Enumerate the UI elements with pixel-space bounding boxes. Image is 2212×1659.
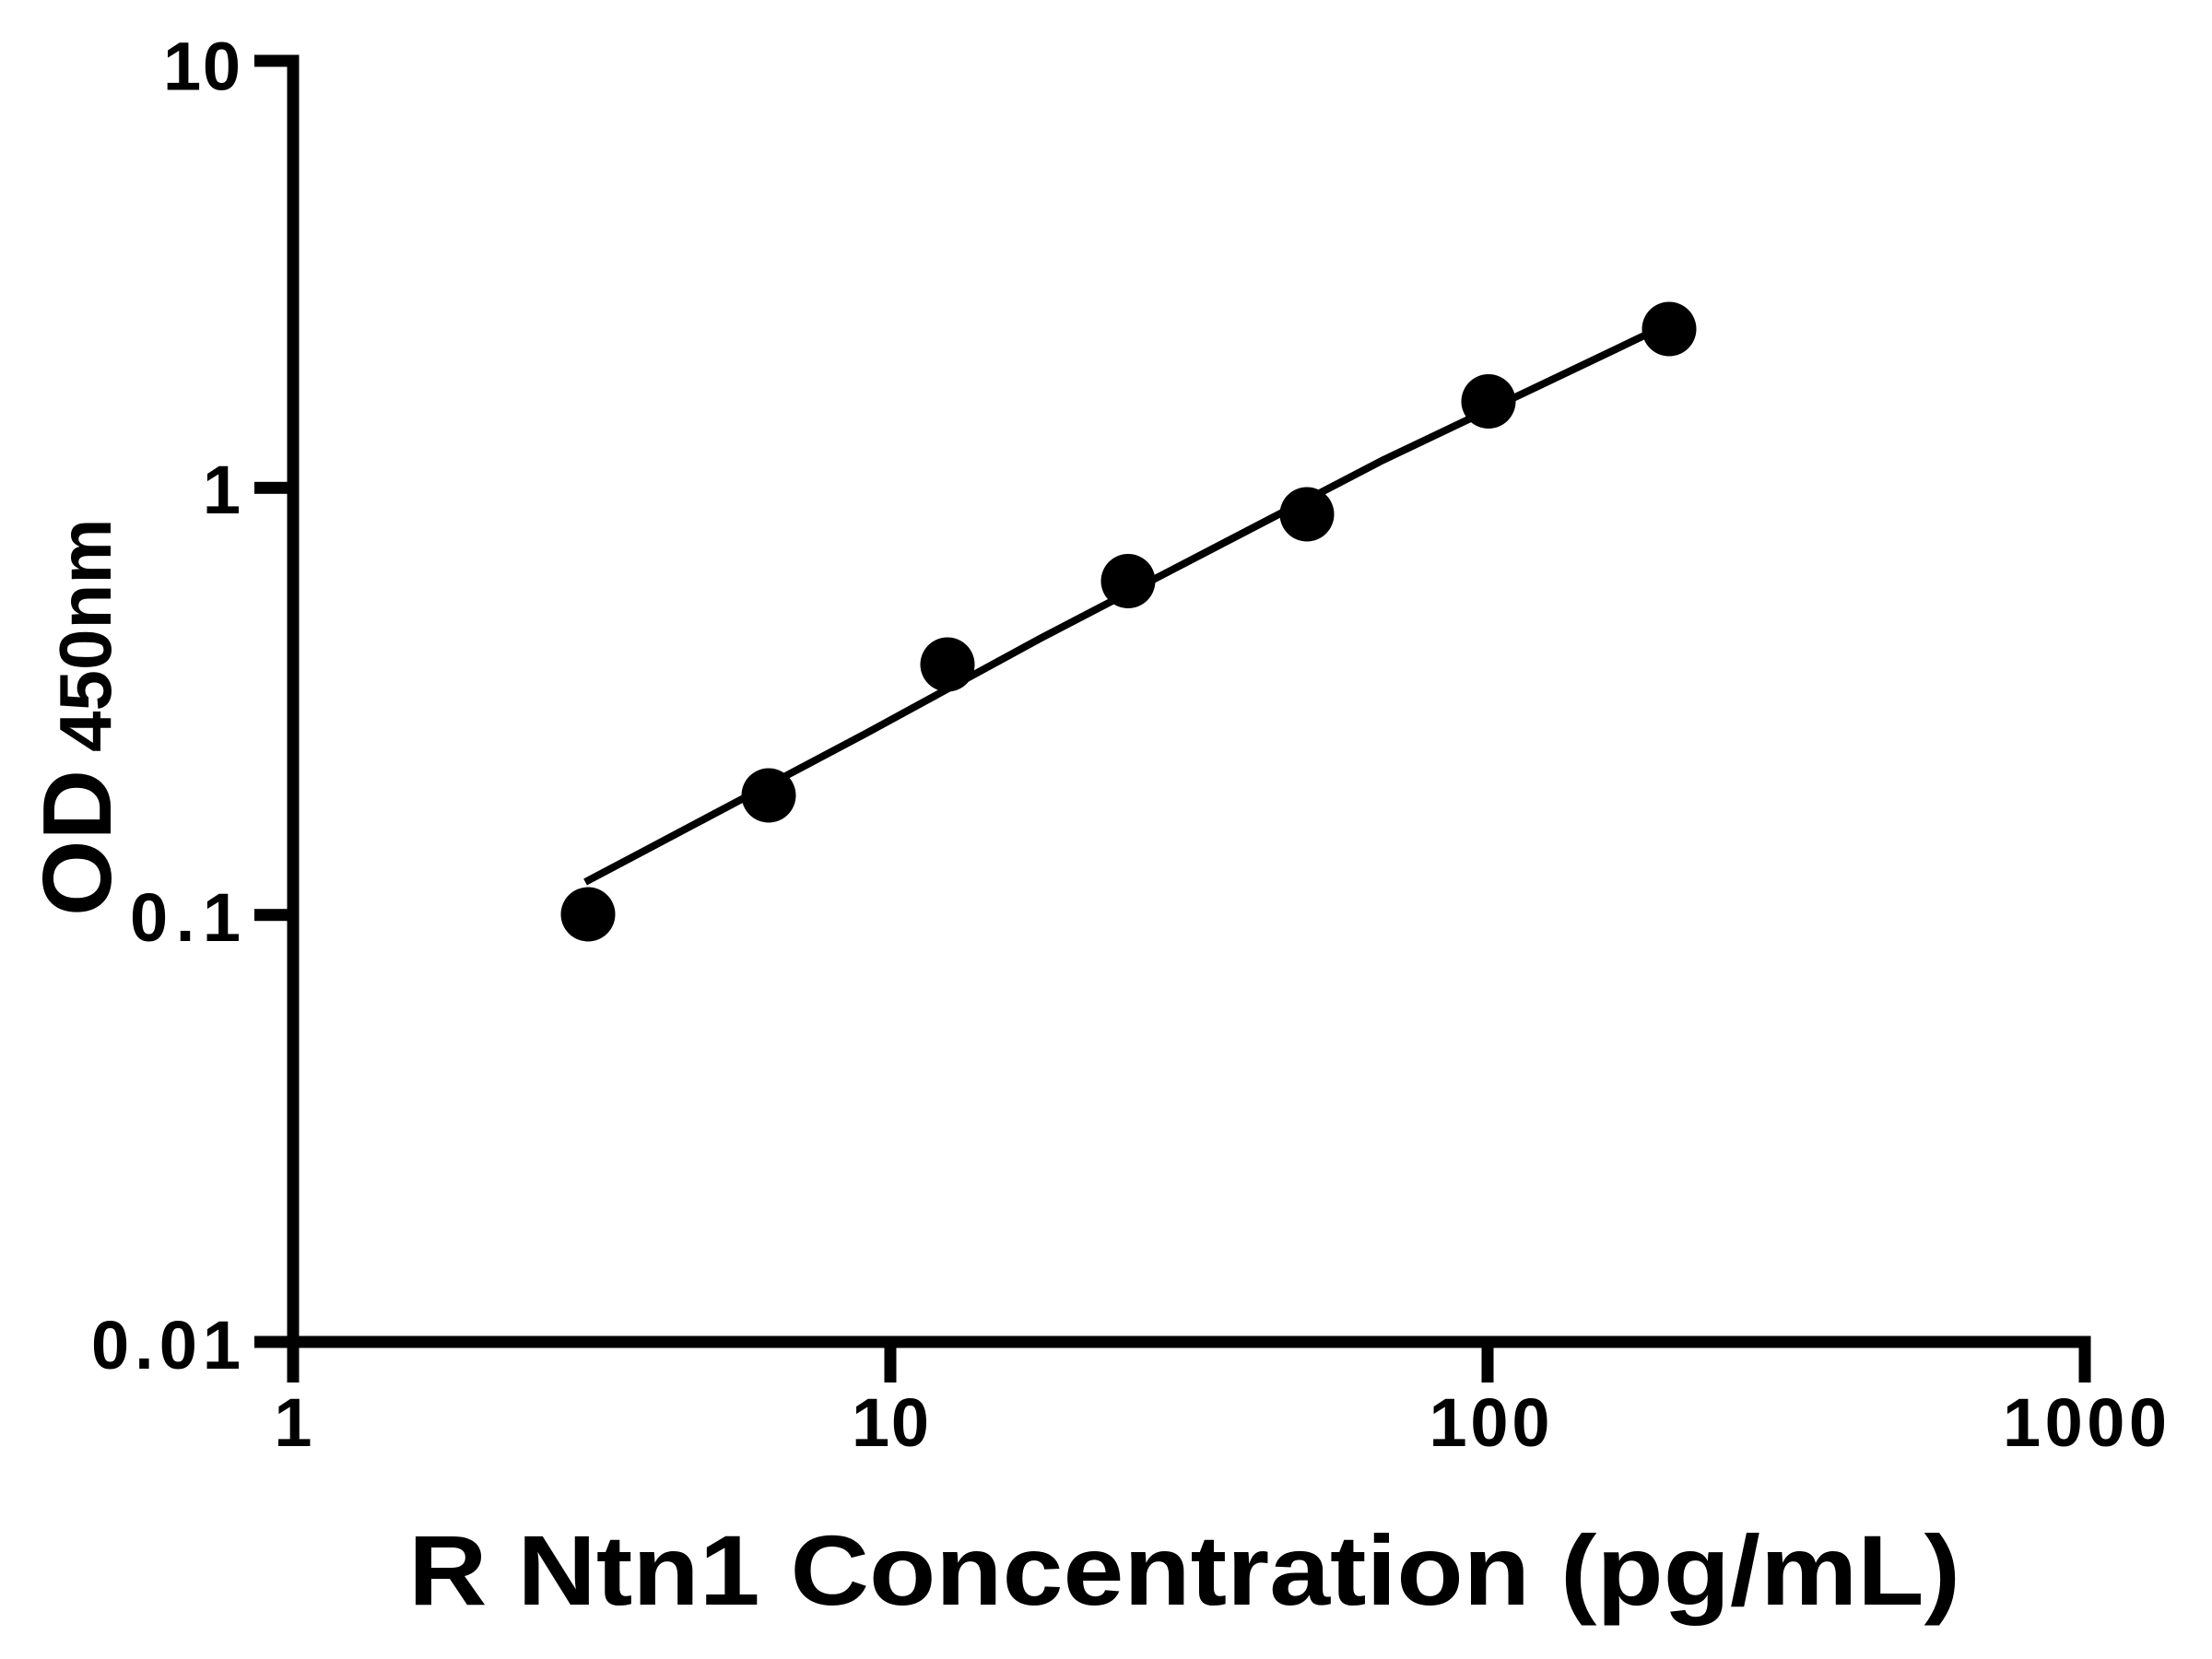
svg-text:0.01: 0.01: [91, 1307, 241, 1383]
svg-text:100: 100: [1430, 1384, 1550, 1461]
svg-text:R Ntn1 Concentration (pg/mL): R Ntn1 Concentration (pg/mL): [408, 1514, 1960, 1626]
svg-text:0.1: 0.1: [130, 879, 241, 956]
svg-text:1: 1: [274, 1384, 312, 1461]
svg-text:10: 10: [163, 29, 241, 105]
svg-text:10: 10: [852, 1384, 929, 1461]
svg-text:OD450nm: OD450nm: [23, 519, 132, 916]
svg-text:1: 1: [203, 452, 241, 528]
